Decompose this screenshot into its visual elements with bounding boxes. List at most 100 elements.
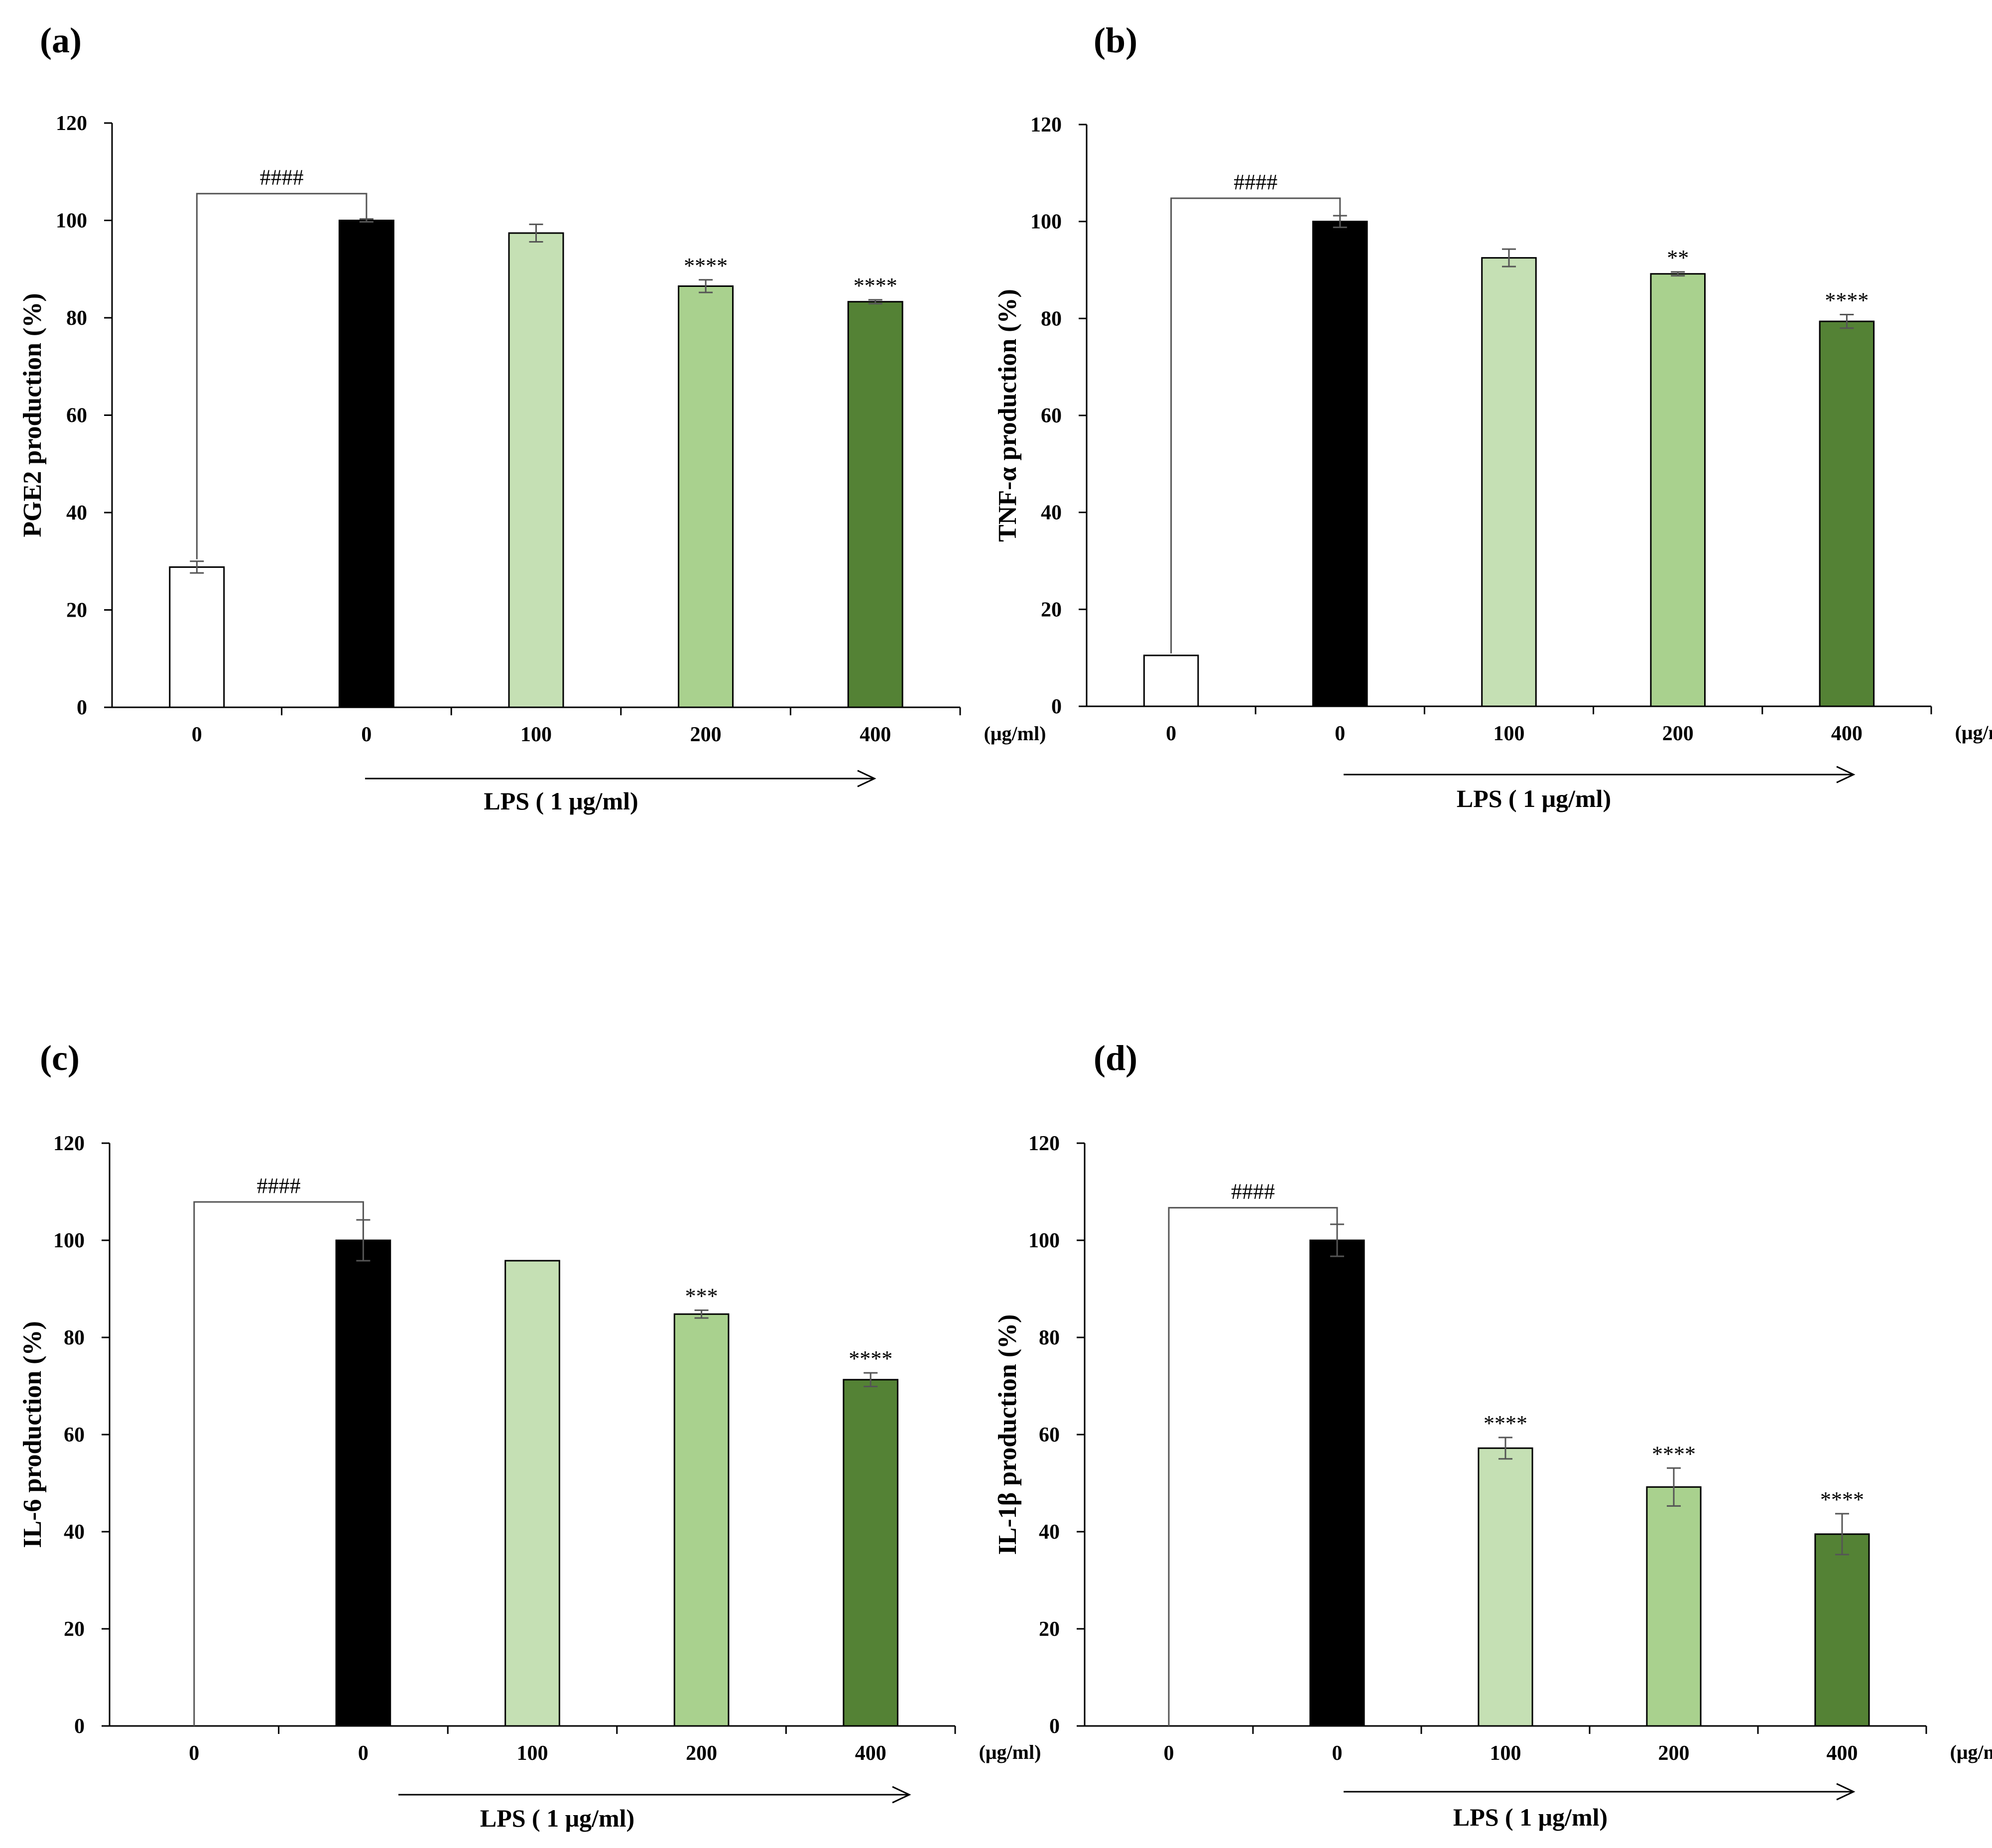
x-tick-label: 0 — [361, 723, 372, 746]
bar — [1650, 273, 1706, 707]
bar — [504, 1260, 560, 1727]
bar — [1309, 1239, 1365, 1727]
x-tick-label: 100 — [1494, 722, 1525, 745]
lps-label: LPS ( 1 μg/ml) — [1457, 785, 1611, 812]
bracket-label: #### — [1234, 170, 1277, 194]
x-tick-label: 0 — [189, 1742, 199, 1765]
y-tick-label: 80 — [66, 307, 87, 330]
significance-mark: **** — [1652, 1442, 1696, 1466]
x-tick-label: 100 — [517, 1742, 548, 1765]
bracket-label: #### — [257, 1174, 301, 1198]
bar — [843, 1379, 899, 1727]
bar — [508, 232, 564, 708]
bar — [1143, 655, 1199, 707]
lps-label: LPS ( 1 μg/ml) — [480, 1804, 634, 1832]
y-tick-label: 120 — [1028, 1132, 1060, 1155]
lps-arrow-head — [892, 1786, 911, 1804]
significance-bracket — [193, 1201, 364, 1726]
y-tick-label: 0 — [77, 696, 87, 719]
x-unit-label: (μg/ml) — [979, 1741, 1041, 1763]
x-tick-label: 400 — [855, 1742, 886, 1765]
y-tick-label: 40 — [1039, 1521, 1060, 1544]
lps-arrow-head — [857, 770, 876, 788]
x-unit-label: (μg/ml) — [1950, 1741, 1992, 1763]
y-tick-label: 20 — [1039, 1618, 1060, 1641]
significance-mark: **** — [854, 273, 897, 298]
x-tick-label: 0 — [1335, 722, 1345, 745]
y-tick-label: 120 — [53, 1132, 85, 1155]
x-tick-label: 200 — [1662, 722, 1694, 745]
y-tick-label: 20 — [66, 599, 87, 622]
y-tick-label: 40 — [1041, 502, 1062, 525]
y-axis-label: PGE2 production (%) — [18, 293, 47, 537]
lps-label: LPS ( 1 μg/ml) — [484, 787, 638, 815]
lps-arrow-head — [1836, 766, 1856, 784]
y-tick-label: 100 — [56, 210, 87, 233]
lps-label: LPS ( 1 μg/ml) — [1453, 1803, 1608, 1831]
significance-mark: **** — [684, 254, 728, 278]
bar — [169, 566, 225, 708]
significance-mark: *** — [685, 1284, 718, 1308]
x-tick-label: 200 — [686, 1742, 717, 1765]
bar — [678, 285, 734, 708]
bar — [1646, 1486, 1702, 1727]
bar — [847, 301, 903, 708]
lps-arrow-head — [1836, 1783, 1856, 1801]
x-tick-label: 400 — [1831, 722, 1863, 745]
bar — [1478, 1447, 1533, 1727]
y-tick-label: 80 — [1039, 1326, 1060, 1349]
bar — [673, 1313, 730, 1727]
x-tick-label: 400 — [860, 723, 891, 746]
y-tick-label: 100 — [1028, 1229, 1060, 1252]
significance-mark: **** — [849, 1346, 892, 1371]
y-tick-label: 40 — [66, 502, 87, 525]
bracket-label: #### — [260, 165, 304, 190]
panel-label: (c) — [40, 1038, 80, 1078]
y-tick-label: 0 — [74, 1715, 85, 1738]
y-tick-label: 40 — [64, 1521, 85, 1544]
x-tick-label: 0 — [1166, 722, 1176, 745]
significance-bracket — [1170, 197, 1341, 654]
bar — [1819, 320, 1875, 707]
y-axis-label: IL-1β production (%) — [994, 1315, 1022, 1555]
panel-label: (a) — [40, 20, 82, 60]
significance-bracket — [196, 193, 368, 559]
panel-label: (d) — [1094, 1038, 1137, 1078]
x-tick-label: 200 — [1658, 1742, 1690, 1765]
bracket-label: #### — [1231, 1180, 1275, 1204]
y-tick-label: 0 — [1051, 695, 1062, 718]
x-tick-label: 0 — [192, 723, 202, 746]
x-tick-label: 100 — [520, 723, 552, 746]
x-tick-label: 0 — [1332, 1742, 1343, 1765]
y-tick-label: 100 — [1030, 211, 1062, 234]
y-tick-label: 20 — [64, 1618, 85, 1641]
y-tick-label: 80 — [1041, 307, 1062, 330]
x-unit-label: (μg/ml) — [1955, 721, 1992, 744]
y-tick-label: 60 — [1041, 404, 1062, 427]
x-tick-label: 0 — [1164, 1742, 1174, 1765]
x-unit-label: (μg/ml) — [984, 722, 1046, 745]
significance-mark: **** — [1825, 288, 1868, 313]
panel-label: (b) — [1094, 20, 1137, 60]
y-axis-label: IL-6 production (%) — [18, 1321, 47, 1548]
bar — [335, 1239, 391, 1727]
y-tick-label: 120 — [56, 112, 87, 135]
bar — [1481, 257, 1537, 707]
significance-bracket — [1168, 1207, 1338, 1726]
bar — [1312, 221, 1368, 707]
y-tick-label: 20 — [1041, 598, 1062, 621]
y-axis-label: TNF-α production (%) — [994, 289, 1022, 542]
y-tick-label: 60 — [1039, 1424, 1060, 1447]
y-tick-label: 60 — [64, 1424, 85, 1447]
y-tick-label: 60 — [66, 404, 87, 427]
x-tick-label: 400 — [1827, 1742, 1858, 1765]
bar — [1814, 1533, 1870, 1727]
x-tick-label: 200 — [690, 723, 722, 746]
y-tick-label: 100 — [53, 1229, 85, 1252]
significance-mark: **** — [1484, 1411, 1527, 1436]
significance-mark: **** — [1820, 1487, 1864, 1512]
x-tick-label: 0 — [358, 1742, 369, 1765]
x-tick-label: 100 — [1490, 1742, 1521, 1765]
y-tick-label: 0 — [1049, 1715, 1060, 1738]
